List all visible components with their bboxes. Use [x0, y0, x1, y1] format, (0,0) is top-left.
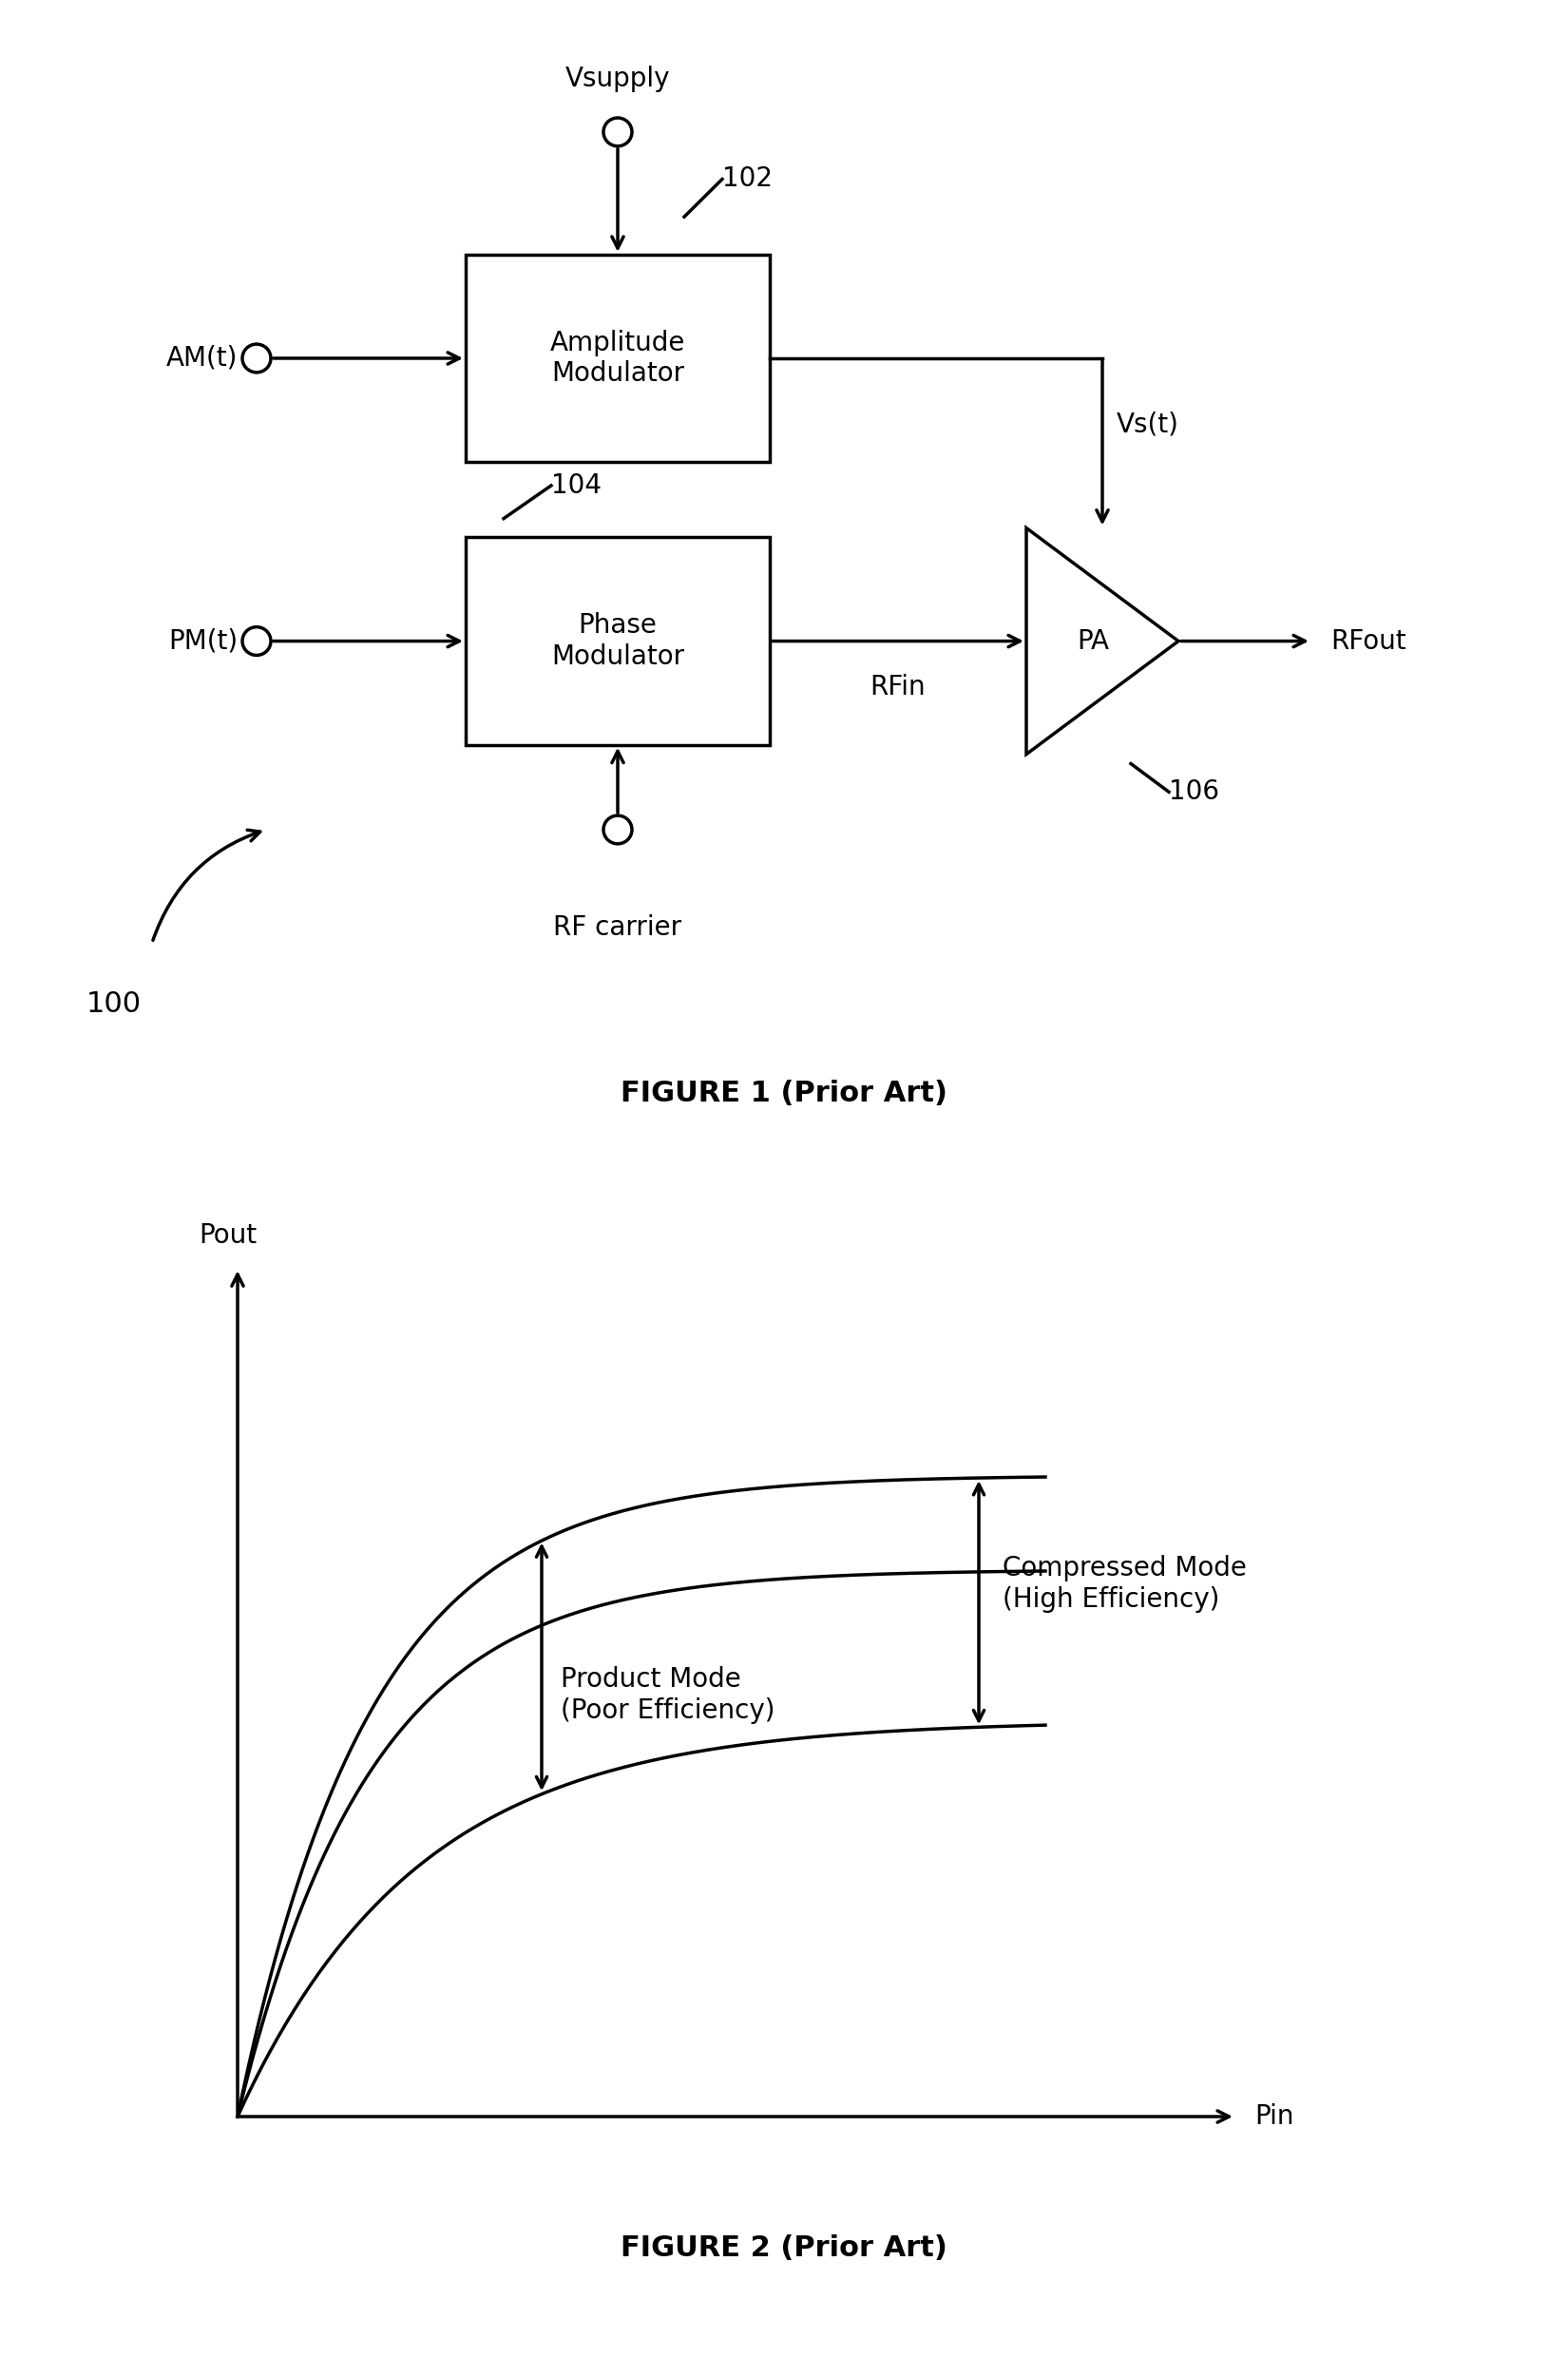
- Text: FIGURE 2 (Prior Art): FIGURE 2 (Prior Art): [621, 2234, 947, 2263]
- Text: Vs(t): Vs(t): [1116, 410, 1179, 438]
- Polygon shape: [1027, 528, 1179, 754]
- Text: RFin: RFin: [870, 674, 925, 700]
- Text: PM(t): PM(t): [168, 627, 238, 655]
- Text: 100: 100: [86, 990, 141, 1018]
- Text: Compressed Mode
(High Efficiency): Compressed Mode (High Efficiency): [1002, 1556, 1247, 1612]
- Text: Vsupply: Vsupply: [564, 66, 670, 92]
- Text: 104: 104: [552, 471, 602, 500]
- Text: RFout: RFout: [1330, 627, 1406, 655]
- Text: 102: 102: [723, 165, 773, 193]
- Text: Product Mode
(Poor Efficiency): Product Mode (Poor Efficiency): [561, 1666, 775, 1723]
- Text: Phase
Modulator: Phase Modulator: [550, 613, 684, 669]
- Text: AM(t): AM(t): [166, 344, 238, 372]
- Text: RF carrier: RF carrier: [554, 915, 682, 940]
- Text: Pin: Pin: [1254, 2102, 1294, 2131]
- Text: 106: 106: [1168, 778, 1220, 806]
- FancyBboxPatch shape: [466, 255, 770, 462]
- Text: Amplitude
Modulator: Amplitude Modulator: [550, 330, 685, 387]
- Text: Pout: Pout: [199, 1223, 257, 1249]
- FancyBboxPatch shape: [466, 537, 770, 745]
- Text: PA: PA: [1077, 627, 1109, 655]
- Text: FIGURE 1 (Prior Art): FIGURE 1 (Prior Art): [621, 1080, 947, 1108]
